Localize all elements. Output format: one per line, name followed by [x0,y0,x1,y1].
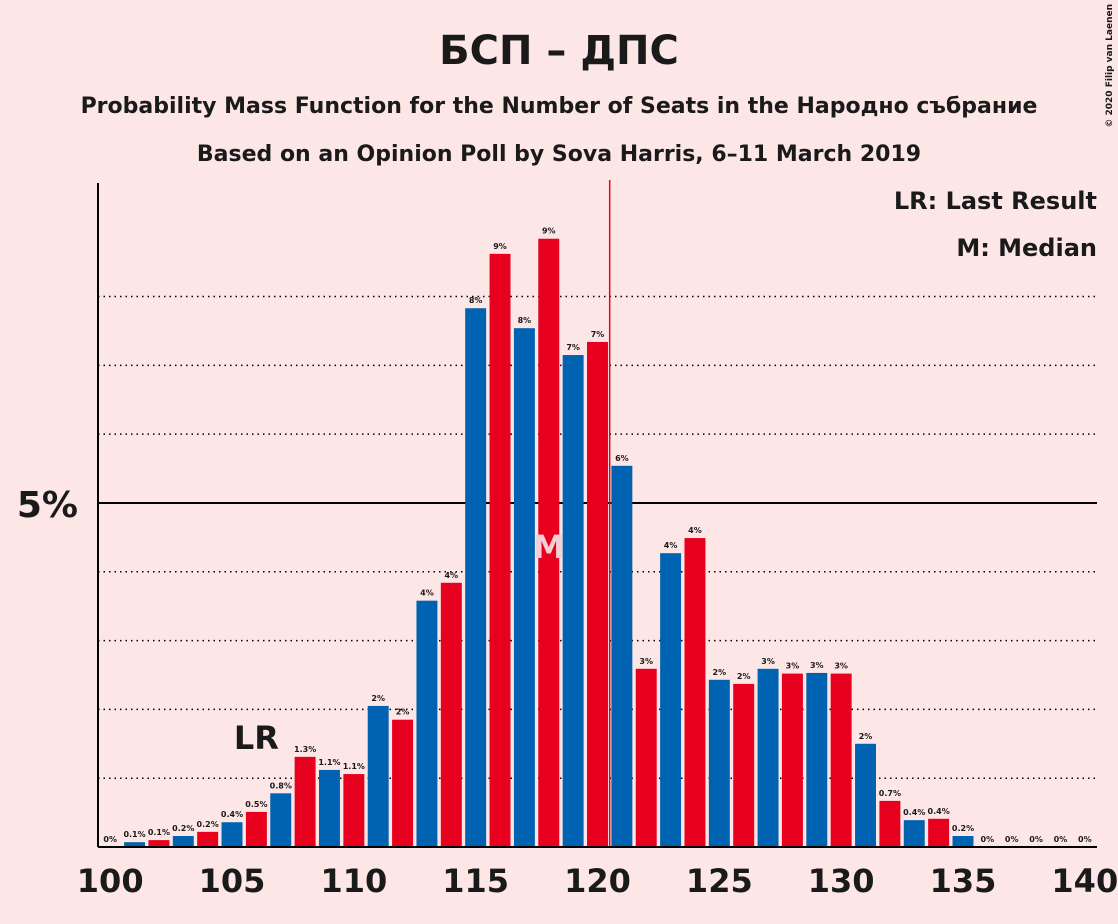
value-label: 3% [834,662,848,671]
value-label: 2% [737,672,751,681]
value-label: 3% [786,662,800,671]
value-label: 2% [396,708,410,717]
bar [757,668,779,847]
bar [270,793,292,847]
bar [172,835,194,847]
bar [635,668,657,847]
bar [513,328,535,847]
value-label: 6% [615,454,629,463]
x-tick-label: 120 [564,862,631,900]
value-label: 0.8% [270,781,292,790]
bar [806,672,828,847]
value-label: 0.7% [879,789,901,798]
value-label: 0% [103,835,117,844]
value-label: 0% [1029,835,1043,844]
bar [855,743,877,847]
x-tick-label: 140 [1051,862,1118,900]
value-label: 1.1% [318,758,340,767]
bar [465,308,487,847]
bar [928,818,950,847]
bar [708,679,730,847]
bar [221,822,243,847]
value-label: 0.2% [172,824,194,833]
bar [124,842,146,847]
value-label: 0% [1005,835,1019,844]
value-label: 0.1% [123,830,145,839]
value-label: 2% [713,668,727,677]
value-label: 0.4% [903,808,925,817]
value-label: 3% [761,657,775,666]
value-label: 0% [1054,835,1068,844]
value-label: 0.1% [148,828,170,837]
value-label: 4% [664,541,678,550]
legend-entry: LR: Last Result [894,187,1097,215]
bar [903,820,925,847]
y-tick-label: 5% [17,485,78,526]
bar [952,835,974,847]
bar [733,683,755,847]
value-label: 8% [518,316,532,325]
bar [294,756,316,847]
bar [830,673,852,847]
value-label: 3% [639,657,653,666]
chart-title: БСП – ДПС [439,28,679,74]
x-tick-label: 135 [930,862,997,900]
bar [343,774,365,847]
bar [318,769,340,847]
bar [587,341,608,847]
value-label: 9% [493,242,507,251]
value-label: 0.2% [197,820,219,829]
value-label: 3% [810,661,824,670]
bar [197,831,219,847]
bar [781,673,803,847]
bar [660,553,682,847]
value-label: 4% [420,589,434,598]
x-tick-label: 110 [320,862,387,900]
value-label: 8% [469,296,483,305]
x-tick-label: 105 [199,862,266,900]
bar [684,538,706,847]
value-label: 1.1% [343,762,365,771]
x-tick-label: 125 [686,862,753,900]
legend-entry: M: Median [956,234,1097,262]
bar [367,705,389,847]
value-label: 0.2% [952,824,974,833]
copyright: © 2020 Filip van Laenen [1105,4,1115,128]
value-label: 9% [542,227,556,236]
bar [245,811,267,847]
chart-subtitle: Based on an Opinion Poll by Sova Harris,… [197,142,921,167]
value-label: 0% [981,835,995,844]
x-tick-label: 115 [442,862,509,900]
last-result-marker: LR [234,719,279,757]
chart-subtitle: Probability Mass Function for the Number… [81,94,1038,119]
bar [562,355,584,847]
bar [440,582,462,847]
x-tick-label: 100 [77,862,144,900]
value-label: 1.3% [294,745,316,754]
value-label: 2% [859,732,873,741]
bar [611,465,633,847]
bar [148,840,170,847]
value-label: 0.4% [221,810,243,819]
value-label: 4% [445,571,459,580]
bar [416,600,438,847]
value-label: 7% [591,330,605,339]
bar [879,800,901,847]
bar [392,719,414,847]
value-label: 7% [566,343,580,352]
value-label: 0% [1078,835,1092,844]
x-tick-label: 130 [808,862,875,900]
value-label: 4% [688,526,702,535]
median-marker: M [533,528,565,566]
bar [538,238,560,847]
value-label: 0.5% [245,800,267,809]
bar [489,253,511,847]
value-label: 2% [371,694,385,703]
value-label: 0.4% [928,807,950,816]
